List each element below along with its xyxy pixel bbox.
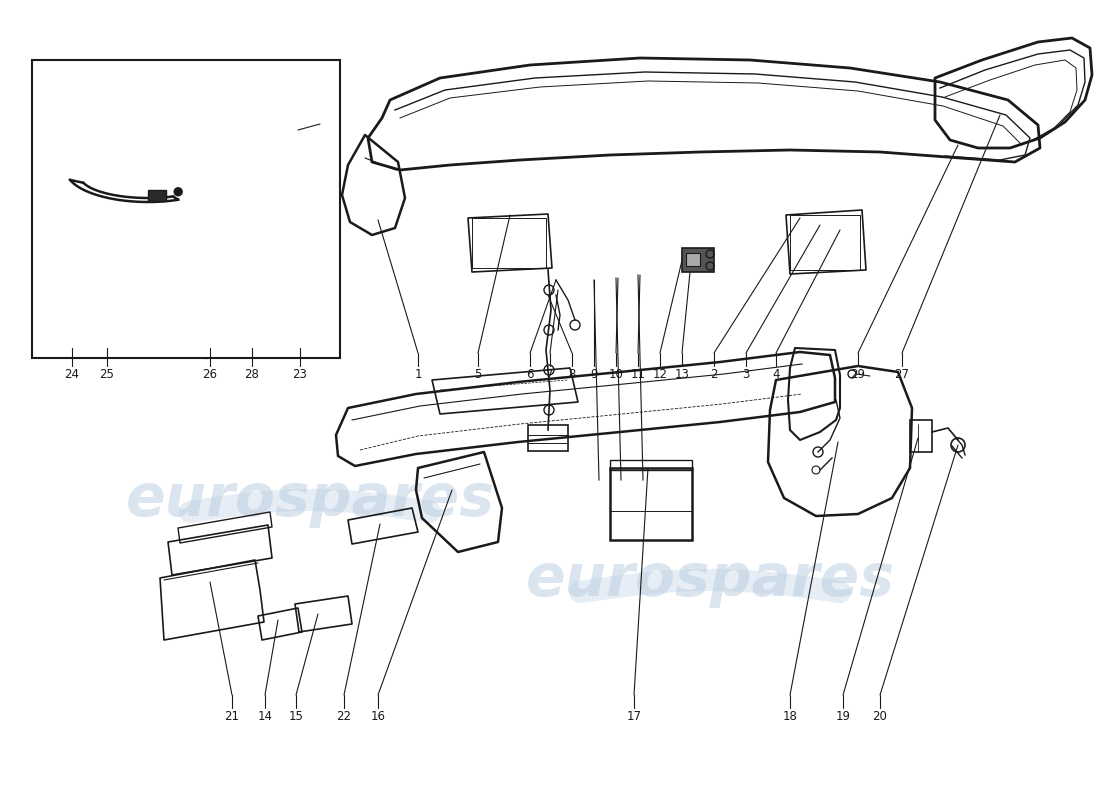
Bar	[682, 248, 714, 272]
Text: 10: 10	[608, 368, 624, 381]
Text: 5: 5	[474, 368, 482, 381]
Text: 27: 27	[894, 368, 910, 381]
Bar	[686, 253, 700, 266]
Bar	[610, 468, 692, 540]
Text: 15: 15	[288, 710, 304, 723]
Text: 23: 23	[293, 368, 307, 381]
Bar	[472, 218, 546, 268]
Text: 29: 29	[850, 368, 866, 381]
Text: 8: 8	[569, 368, 575, 381]
Circle shape	[174, 188, 183, 196]
Text: 1: 1	[415, 368, 421, 381]
Text: 20: 20	[872, 710, 888, 723]
Text: 18: 18	[782, 710, 797, 723]
Text: 11: 11	[630, 368, 646, 381]
Text: eurospares: eurospares	[526, 551, 894, 609]
Text: 19: 19	[836, 710, 850, 723]
Text: 14: 14	[257, 710, 273, 723]
Text: 9: 9	[591, 368, 597, 381]
Bar	[148, 190, 166, 201]
Text: 21: 21	[224, 710, 240, 723]
Text: eurospares: eurospares	[125, 471, 495, 529]
Bar	[32, 60, 340, 358]
Text: 2: 2	[711, 368, 717, 381]
Bar	[910, 420, 932, 452]
Text: 24: 24	[65, 368, 79, 381]
Text: 26: 26	[202, 368, 218, 381]
Text: 28: 28	[244, 368, 260, 381]
Text: 25: 25	[100, 368, 114, 381]
Text: 17: 17	[627, 710, 641, 723]
Text: 7: 7	[547, 368, 553, 381]
Text: 13: 13	[674, 368, 690, 381]
Text: 4: 4	[772, 368, 780, 381]
Bar	[790, 215, 860, 270]
Text: 6: 6	[526, 368, 534, 381]
Text: 12: 12	[652, 368, 668, 381]
Text: 16: 16	[371, 710, 385, 723]
Text: 22: 22	[337, 710, 352, 723]
Bar	[528, 425, 568, 451]
Bar	[610, 460, 692, 470]
Text: 3: 3	[742, 368, 750, 381]
